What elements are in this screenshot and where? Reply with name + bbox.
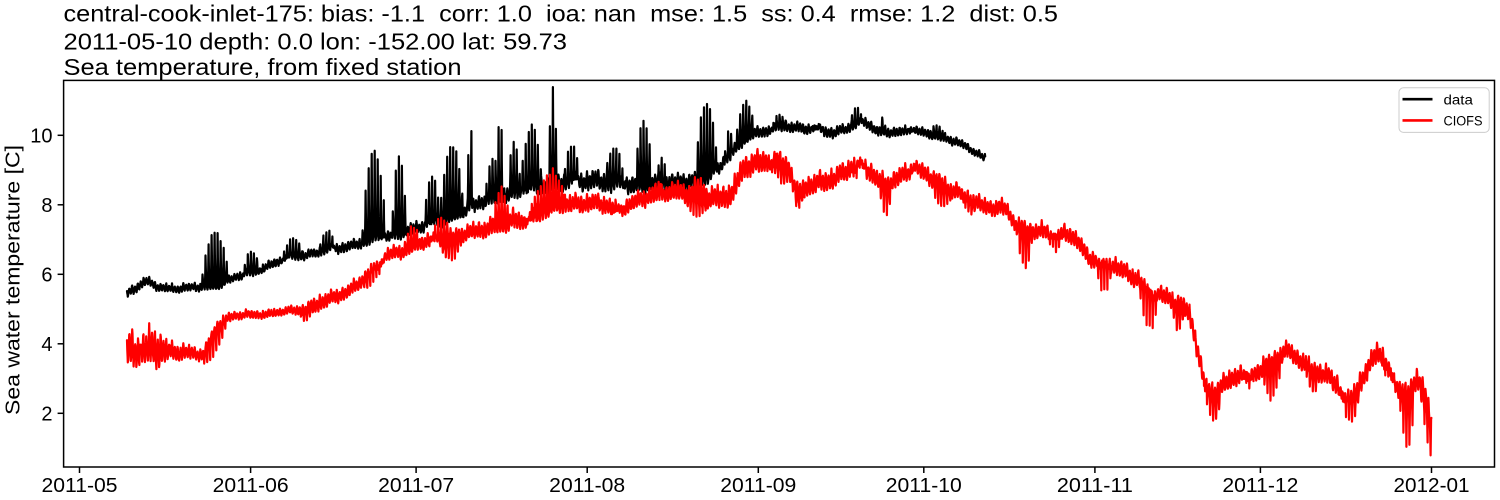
svg-text:Sea water temperature [C]: Sea water temperature [C] xyxy=(3,145,25,415)
svg-text:2011-05: 2011-05 xyxy=(42,475,118,497)
svg-text:2011-06: 2011-06 xyxy=(213,475,289,497)
svg-text:2011-10: 2011-10 xyxy=(886,475,962,497)
svg-text:2: 2 xyxy=(41,403,52,425)
svg-text:2011-07: 2011-07 xyxy=(378,475,454,497)
svg-text:Sea temperature, from fixed st: Sea temperature, from fixed station xyxy=(64,54,462,80)
svg-text:6: 6 xyxy=(41,264,52,286)
svg-text:CIOFS: CIOFS xyxy=(1444,114,1483,129)
svg-text:central-cook-inlet-175: bias:: central-cook-inlet-175: bias: -1.1 corr:… xyxy=(64,1,1059,27)
svg-text:10: 10 xyxy=(30,125,52,147)
svg-text:2012-01: 2012-01 xyxy=(1394,475,1470,497)
svg-text:2011-08: 2011-08 xyxy=(549,475,625,497)
svg-text:2011-11: 2011-11 xyxy=(1057,475,1133,497)
svg-text:2011-05-10 depth: 0.0 lon: -15: 2011-05-10 depth: 0.0 lon: -152.00 lat: … xyxy=(64,28,568,54)
svg-text:data: data xyxy=(1444,92,1474,107)
svg-text:4: 4 xyxy=(41,334,52,356)
svg-text:8: 8 xyxy=(41,195,52,217)
svg-text:2011-09: 2011-09 xyxy=(720,475,796,497)
svg-text:2011-12: 2011-12 xyxy=(1222,475,1298,497)
